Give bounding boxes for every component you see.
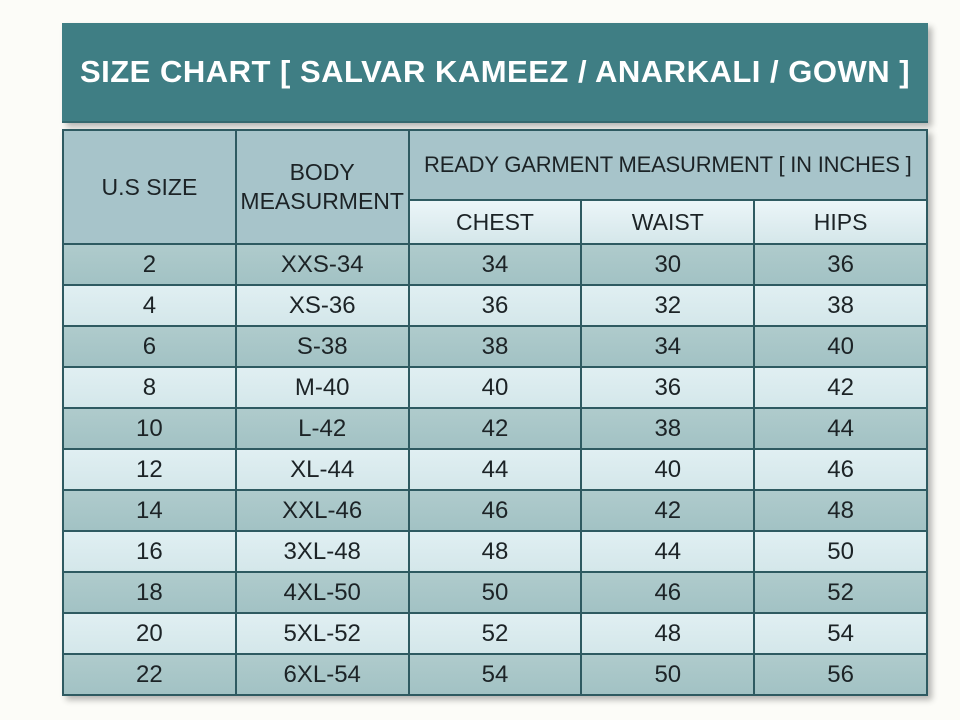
cell-chest: 40 [407, 366, 583, 409]
table-row: 2 XXS-34 34 30 36 [62, 243, 928, 286]
table-row: 18 4XL-50 50 46 52 [62, 571, 928, 614]
header-row-main: U.S SIZE BODY MEASURMENT READY GARMENT M… [62, 129, 929, 245]
cell-body-measurement: L-42 [234, 407, 410, 450]
table-row: 16 3XL-48 48 44 50 [62, 530, 928, 573]
cell-hips: 44 [753, 407, 928, 450]
cell-us-size: 8 [62, 366, 237, 409]
cell-us-size: 20 [62, 612, 237, 655]
table-row: 6 S-38 38 34 40 [62, 325, 928, 368]
table-row: 8 M-40 40 36 42 [62, 366, 928, 409]
table-row: 12 XL-44 44 40 46 [62, 448, 928, 491]
cell-hips: 54 [753, 612, 928, 655]
header-row-sub: CHEST WAIST HIPS [63, 199, 928, 245]
cell-hips: 42 [753, 366, 928, 409]
cell-chest: 36 [407, 284, 583, 327]
size-chart-graphic: SIZE CHART [ SALVAR KAMEEZ / ANARKALI / … [62, 23, 929, 696]
cell-hips: 56 [753, 653, 928, 696]
cell-body-measurement: S-38 [234, 325, 410, 368]
chart-title-bar: SIZE CHART [ SALVAR KAMEEZ / ANARKALI / … [62, 23, 928, 123]
cell-chest: 48 [407, 530, 583, 573]
cell-waist: 32 [580, 284, 756, 327]
cell-body-measurement: XXL-46 [234, 489, 410, 532]
cell-body-measurement: XXS-34 [234, 243, 410, 286]
table-body: 2 XXS-34 34 30 36 4 XS-36 36 32 38 6 S-3… [62, 243, 928, 696]
table-row: 4 XS-36 36 32 38 [62, 284, 928, 327]
cell-body-measurement: 3XL-48 [234, 530, 410, 573]
cell-chest: 34 [407, 243, 583, 286]
size-table: U.S SIZE BODY MEASURMENT READY GARMENT M… [62, 129, 929, 696]
cell-us-size: 16 [62, 530, 237, 573]
cell-chest: 42 [407, 407, 583, 450]
col-header-ready-garment: READY GARMENT MEASURMENT [ IN INCHES ] [407, 129, 929, 201]
cell-us-size: 22 [62, 653, 237, 696]
page-title: SIZE CHART [ SALVAR KAMEEZ / ANARKALI / … [79, 54, 911, 89]
cell-waist: 42 [580, 489, 756, 532]
cell-waist: 34 [580, 325, 756, 368]
cell-hips: 50 [753, 530, 928, 573]
cell-hips: 36 [753, 243, 928, 286]
cell-waist: 48 [580, 612, 756, 655]
cell-body-measurement: XL-44 [234, 448, 410, 491]
cell-waist: 36 [580, 366, 756, 409]
col-header-body-measurement: BODY MEASURMENT [234, 129, 410, 245]
cell-waist: 46 [580, 571, 756, 614]
cell-chest: 38 [407, 325, 583, 368]
cell-hips: 38 [753, 284, 928, 327]
cell-us-size: 10 [62, 407, 237, 450]
cell-waist: 40 [580, 448, 756, 491]
col-header-chest: CHEST [407, 199, 583, 245]
cell-waist: 38 [580, 407, 756, 450]
table-row: 10 L-42 42 38 44 [62, 407, 928, 450]
cell-chest: 50 [407, 571, 583, 614]
cell-us-size: 6 [62, 325, 237, 368]
cell-body-measurement: M-40 [234, 366, 410, 409]
cell-waist: 44 [580, 530, 756, 573]
cell-hips: 40 [753, 325, 928, 368]
cell-chest: 52 [407, 612, 583, 655]
cell-us-size: 18 [62, 571, 237, 614]
col-header-hips: HIPS [753, 199, 928, 245]
cell-us-size: 14 [62, 489, 237, 532]
col-header-waist: WAIST [580, 199, 756, 245]
cell-waist: 30 [580, 243, 756, 286]
cell-chest: 54 [407, 653, 583, 696]
cell-chest: 44 [407, 448, 583, 491]
cell-hips: 46 [753, 448, 928, 491]
cell-body-measurement: 6XL-54 [234, 653, 410, 696]
cell-us-size: 2 [62, 243, 237, 286]
cell-us-size: 12 [62, 448, 237, 491]
table-row: 20 5XL-52 52 48 54 [62, 612, 928, 655]
table-row: 14 XXL-46 46 42 48 [62, 489, 928, 532]
cell-hips: 48 [753, 489, 928, 532]
cell-us-size: 4 [62, 284, 237, 327]
cell-chest: 46 [407, 489, 583, 532]
cell-body-measurement: XS-36 [234, 284, 410, 327]
cell-waist: 50 [580, 653, 756, 696]
table-header: U.S SIZE BODY MEASURMENT READY GARMENT M… [62, 129, 929, 245]
cell-hips: 52 [753, 571, 928, 614]
table-row: 22 6XL-54 54 50 56 [62, 653, 928, 696]
cell-body-measurement: 5XL-52 [234, 612, 410, 655]
col-header-us-size: U.S SIZE [62, 129, 237, 245]
cell-body-measurement: 4XL-50 [234, 571, 410, 614]
